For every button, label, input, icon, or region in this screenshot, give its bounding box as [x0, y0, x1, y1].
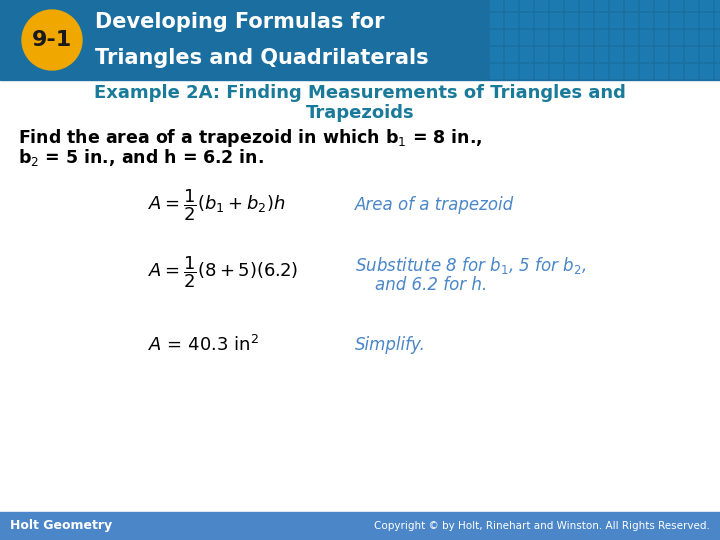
Bar	[505, 30, 517, 44]
Text: Area of a trapezoid: Area of a trapezoid	[355, 196, 514, 214]
Text: $A = \dfrac{1}{2}(b_1 + b_2)h$: $A = \dfrac{1}{2}(b_1 + b_2)h$	[148, 187, 285, 223]
Bar	[685, 64, 697, 78]
Bar	[700, 64, 712, 78]
Bar	[595, 30, 607, 44]
Bar	[580, 13, 592, 27]
Bar	[715, 47, 720, 61]
Bar	[520, 64, 532, 78]
Text: Triangles and Quadrilaterals: Triangles and Quadrilaterals	[95, 48, 428, 68]
Circle shape	[22, 10, 82, 70]
Bar	[550, 30, 562, 44]
Bar	[700, 0, 712, 10]
Bar	[625, 13, 637, 27]
Bar	[610, 47, 622, 61]
Bar	[550, 13, 562, 27]
Bar	[595, 64, 607, 78]
Bar	[580, 64, 592, 78]
Bar	[565, 30, 577, 44]
Bar	[520, 30, 532, 44]
Bar	[625, 64, 637, 78]
Bar	[670, 0, 682, 10]
Bar	[715, 30, 720, 44]
Bar	[655, 30, 667, 44]
Bar	[595, 47, 607, 61]
Bar	[550, 64, 562, 78]
Bar	[715, 13, 720, 27]
Bar	[685, 0, 697, 10]
Bar	[520, 47, 532, 61]
Text: Simplify.: Simplify.	[355, 336, 426, 354]
Bar	[490, 13, 502, 27]
Text: Example 2A: Finding Measurements of Triangles and: Example 2A: Finding Measurements of Tria…	[94, 84, 626, 102]
Bar	[535, 47, 547, 61]
Bar	[715, 0, 720, 10]
Bar	[520, 0, 532, 10]
Text: Find the area of a trapezoid in which $\mathbf{b}_1$ = 8 in.,: Find the area of a trapezoid in which $\…	[18, 127, 482, 149]
Bar	[655, 13, 667, 27]
Bar	[565, 0, 577, 10]
Bar	[685, 30, 697, 44]
Bar	[640, 0, 652, 10]
Bar	[490, 47, 502, 61]
Bar	[670, 47, 682, 61]
Bar	[505, 64, 517, 78]
Bar	[505, 13, 517, 27]
Bar	[490, 30, 502, 44]
Bar	[670, 30, 682, 44]
Text: $A = \dfrac{1}{2}(8+5)(6.2)$: $A = \dfrac{1}{2}(8+5)(6.2)$	[148, 254, 298, 290]
Bar	[625, 0, 637, 10]
Bar	[640, 47, 652, 61]
Text: 9-1: 9-1	[32, 30, 72, 50]
Bar	[610, 13, 622, 27]
Bar	[505, 47, 517, 61]
Text: Copyright © by Holt, Rinehart and Winston. All Rights Reserved.: Copyright © by Holt, Rinehart and Winsto…	[374, 521, 710, 531]
Bar	[670, 64, 682, 78]
Bar	[565, 64, 577, 78]
Bar	[505, 0, 517, 10]
Bar	[640, 64, 652, 78]
Bar	[610, 64, 622, 78]
Bar	[715, 64, 720, 78]
Text: and 6.2 for h.: and 6.2 for h.	[375, 276, 487, 294]
Bar	[595, 0, 607, 10]
Bar	[565, 13, 577, 27]
Bar	[490, 64, 502, 78]
Text: Holt Geometry: Holt Geometry	[10, 519, 112, 532]
Bar	[565, 47, 577, 61]
Text: $\mathbf{b}_2$ = 5 in., and $\mathbf{h}$ = 6.2 in.: $\mathbf{b}_2$ = 5 in., and $\mathbf{h}$…	[18, 147, 264, 168]
Bar	[520, 13, 532, 27]
Bar	[685, 13, 697, 27]
Bar	[580, 0, 592, 10]
Bar	[625, 47, 637, 61]
Bar	[535, 0, 547, 10]
Bar	[0, 512, 720, 540]
Text: Trapezoids: Trapezoids	[306, 104, 414, 122]
Bar	[550, 0, 562, 10]
Bar	[595, 13, 607, 27]
Bar	[700, 30, 712, 44]
Text: Substitute 8 for b$_1$, 5 for b$_2$,: Substitute 8 for b$_1$, 5 for b$_2$,	[355, 254, 587, 275]
Text: Developing Formulas for: Developing Formulas for	[95, 12, 384, 32]
Bar	[535, 30, 547, 44]
Bar	[685, 47, 697, 61]
Bar	[655, 64, 667, 78]
Bar	[0, 0, 720, 80]
Bar	[610, 30, 622, 44]
Bar	[640, 13, 652, 27]
Bar	[580, 30, 592, 44]
Bar	[580, 47, 592, 61]
Text: $A$ = 40.3 in$^2$: $A$ = 40.3 in$^2$	[148, 335, 259, 355]
Bar	[655, 47, 667, 61]
Bar	[535, 13, 547, 27]
Bar	[640, 30, 652, 44]
Bar	[655, 0, 667, 10]
Bar	[700, 13, 712, 27]
Bar	[700, 47, 712, 61]
Bar	[610, 0, 622, 10]
Bar	[550, 47, 562, 61]
Bar	[490, 0, 502, 10]
Bar	[625, 30, 637, 44]
Bar	[670, 13, 682, 27]
Bar	[535, 64, 547, 78]
